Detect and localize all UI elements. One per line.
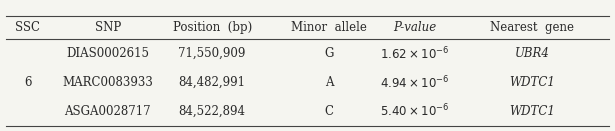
Text: $\mathregular{1.62\times10^{-6}}$: $\mathregular{1.62\times10^{-6}}$ (381, 45, 450, 62)
Text: Position  (bp): Position (bp) (173, 21, 252, 34)
Text: A: A (325, 76, 333, 89)
Text: Minor  allele: Minor allele (291, 21, 367, 34)
Text: $\mathregular{5.40\times10^{-6}}$: $\mathregular{5.40\times10^{-6}}$ (381, 103, 450, 120)
Text: DIAS0002615: DIAS0002615 (66, 47, 149, 60)
Text: 6: 6 (24, 76, 31, 89)
Text: ASGA0028717: ASGA0028717 (65, 105, 151, 118)
Text: WDTC1: WDTC1 (509, 105, 555, 118)
Text: Nearest  gene: Nearest gene (490, 21, 574, 34)
Text: $\mathregular{4.94\times10^{-6}}$: $\mathregular{4.94\times10^{-6}}$ (381, 74, 450, 91)
Text: WDTC1: WDTC1 (509, 76, 555, 89)
Text: 71,550,909: 71,550,909 (178, 47, 246, 60)
Text: 84,522,894: 84,522,894 (179, 105, 245, 118)
Text: G: G (324, 47, 334, 60)
Text: C: C (325, 105, 333, 118)
Text: P-value: P-value (394, 21, 437, 34)
Text: UBR4: UBR4 (515, 47, 549, 60)
Text: SSC: SSC (15, 21, 40, 34)
Text: 84,482,991: 84,482,991 (179, 76, 245, 89)
Text: SNP: SNP (95, 21, 121, 34)
Text: MARC0083933: MARC0083933 (62, 76, 153, 89)
